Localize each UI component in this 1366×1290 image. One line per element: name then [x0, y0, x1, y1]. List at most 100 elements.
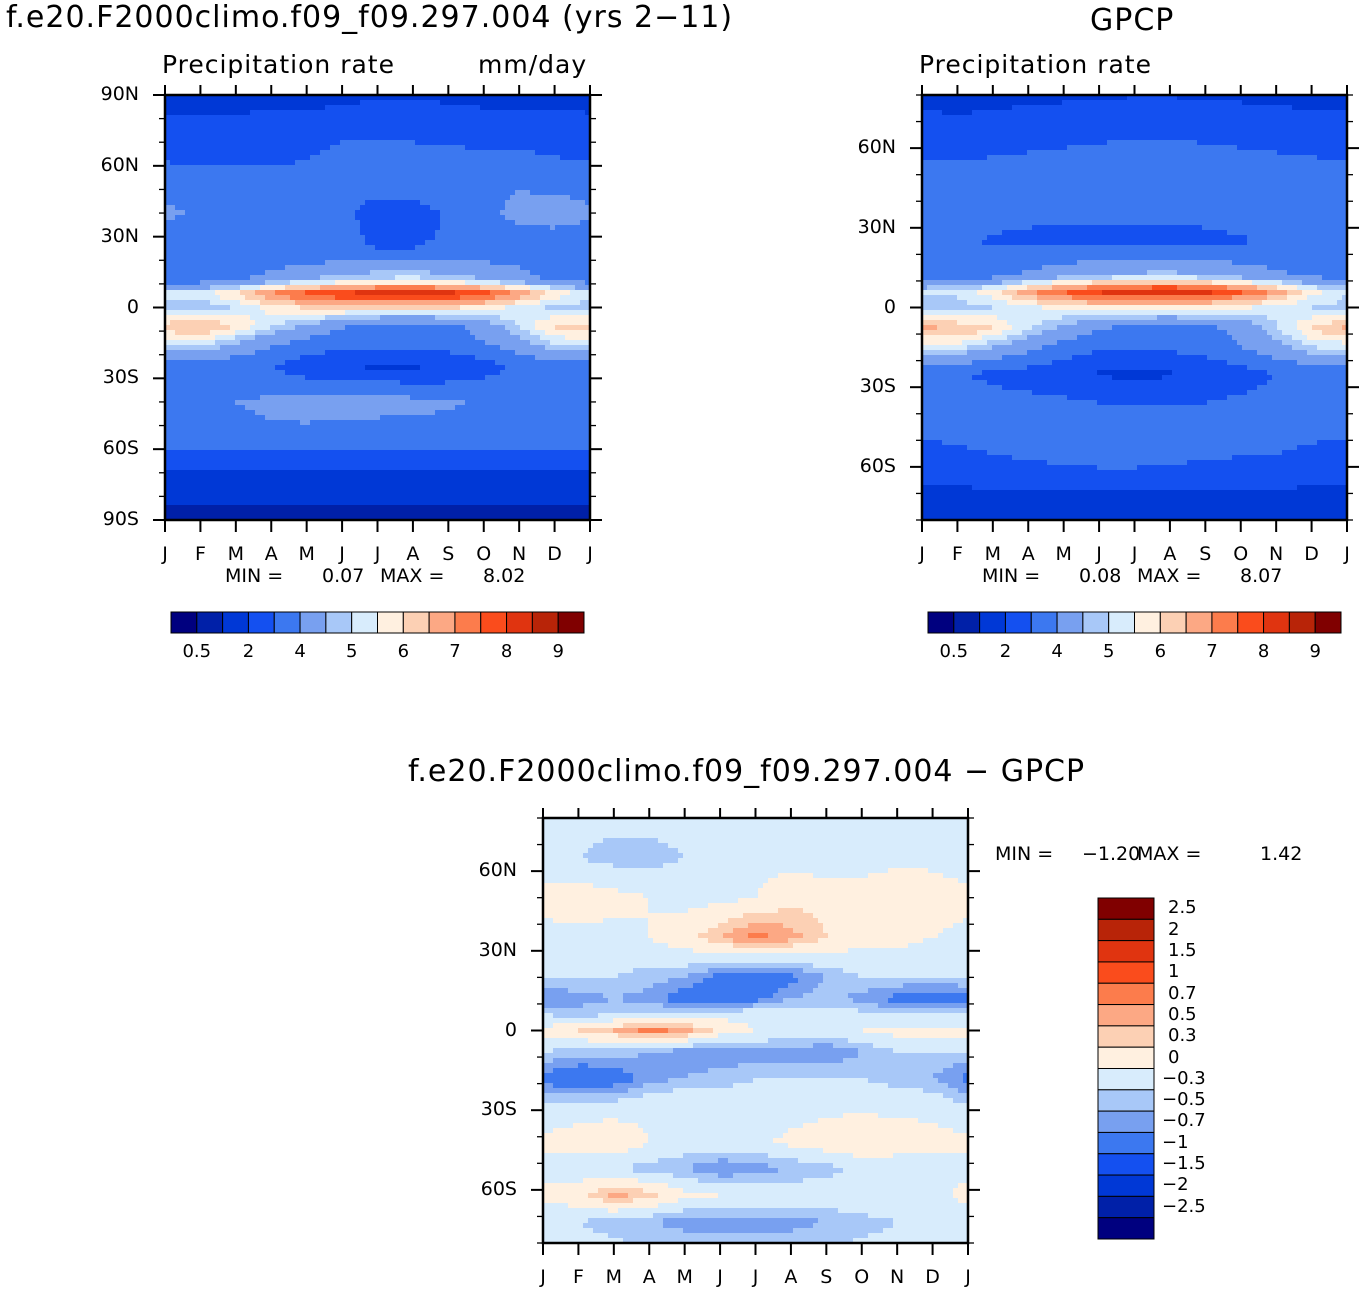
contour-cell	[265, 125, 271, 131]
contour-cell	[165, 195, 171, 201]
contour-cell	[330, 270, 336, 276]
contour-cell	[245, 100, 251, 106]
contour-cell	[195, 365, 201, 371]
contour-cell	[285, 135, 291, 141]
contour-cell	[240, 185, 246, 191]
contour-cell	[495, 340, 501, 346]
contour-cell	[240, 325, 246, 331]
contour-cell	[175, 280, 181, 286]
contour-cell	[385, 290, 391, 296]
contour-cell	[405, 280, 411, 286]
contour-cell	[450, 260, 456, 266]
contour-cell	[480, 105, 486, 111]
contour-cell	[170, 290, 176, 296]
contour-cell	[285, 250, 291, 256]
contour-cell	[420, 170, 426, 176]
contour-cell	[175, 320, 181, 326]
contour-cell	[170, 280, 176, 286]
contour-cell	[560, 330, 566, 336]
contour-cell	[580, 320, 586, 326]
contour-cell	[185, 130, 191, 136]
contour-cell	[505, 375, 511, 381]
contour-cell	[500, 130, 506, 136]
contour-cell	[365, 355, 371, 361]
contour-cell	[465, 255, 471, 261]
contour-cell	[570, 180, 576, 186]
contour-cell	[365, 385, 371, 391]
contour-cell	[580, 125, 586, 131]
contour-cell	[170, 145, 176, 151]
contour-cell	[385, 210, 391, 216]
contour-cell	[405, 130, 411, 136]
contour-cell	[495, 360, 501, 366]
contour-cell	[465, 230, 471, 236]
contour-cell	[450, 310, 456, 316]
contour-cell	[300, 240, 306, 246]
contour-cell	[330, 130, 336, 136]
contour-cell	[455, 305, 461, 311]
contour-cell	[170, 170, 176, 176]
contour-cell	[215, 305, 221, 311]
contour-cell	[390, 215, 396, 221]
contour-cell	[360, 175, 366, 181]
contour-cell	[500, 280, 506, 286]
contour-cell	[320, 170, 326, 176]
contour-cell	[255, 325, 261, 331]
contour-cell	[375, 215, 381, 221]
contour-cell	[355, 360, 361, 366]
contour-cell	[250, 210, 256, 216]
contour-cell	[405, 260, 411, 266]
contour-cell	[320, 125, 326, 131]
contour-cell	[520, 365, 526, 371]
contour-cell	[455, 110, 461, 116]
contour-cell	[475, 320, 481, 326]
contour-cell	[540, 320, 546, 326]
contour-cell	[230, 305, 236, 311]
contour-cell	[505, 280, 511, 286]
contour-cell	[235, 100, 241, 106]
contour-cell	[395, 220, 401, 226]
panel3-max-label: MAX =	[1137, 843, 1201, 865]
contour-cell	[355, 375, 361, 381]
contour-cell	[300, 370, 306, 376]
contour-cell	[215, 160, 221, 166]
contour-cell	[335, 355, 341, 361]
contour-cell	[280, 310, 286, 316]
contour-cell	[515, 230, 521, 236]
contour-cell	[180, 380, 186, 386]
contour-cell	[415, 340, 421, 346]
contour-cell	[190, 300, 196, 306]
contour-cell	[250, 100, 256, 106]
contour-cell	[290, 355, 296, 361]
contour-cell	[520, 230, 526, 236]
contour-cell	[310, 155, 316, 161]
contour-cell	[475, 100, 481, 106]
contour-cell	[330, 370, 336, 376]
contour-cell	[190, 320, 196, 326]
contour-cell	[510, 215, 516, 221]
contour-cell	[495, 215, 501, 221]
contour-cell	[455, 300, 461, 306]
contour-cell	[515, 160, 521, 166]
contour-cell	[535, 220, 541, 226]
contour-cell	[305, 185, 311, 191]
contour-cell	[255, 235, 261, 241]
contour-cell	[555, 350, 561, 356]
contour-cell	[495, 330, 501, 336]
contour-cell	[320, 215, 326, 221]
contour-cell	[560, 135, 566, 141]
contour-cell	[380, 225, 386, 231]
contour-cell	[365, 190, 371, 196]
contour-cell	[200, 175, 206, 181]
contour-cell	[190, 180, 196, 186]
contour-cell	[525, 230, 531, 236]
contour-cell	[300, 255, 306, 261]
contour-cell	[205, 330, 211, 336]
contour-cell	[515, 240, 521, 246]
contour-cell	[470, 210, 476, 216]
contour-cell	[210, 375, 216, 381]
contour-cell	[470, 135, 476, 141]
contour-cell	[495, 230, 501, 236]
contour-cell	[235, 265, 241, 271]
contour-cell	[425, 110, 431, 116]
